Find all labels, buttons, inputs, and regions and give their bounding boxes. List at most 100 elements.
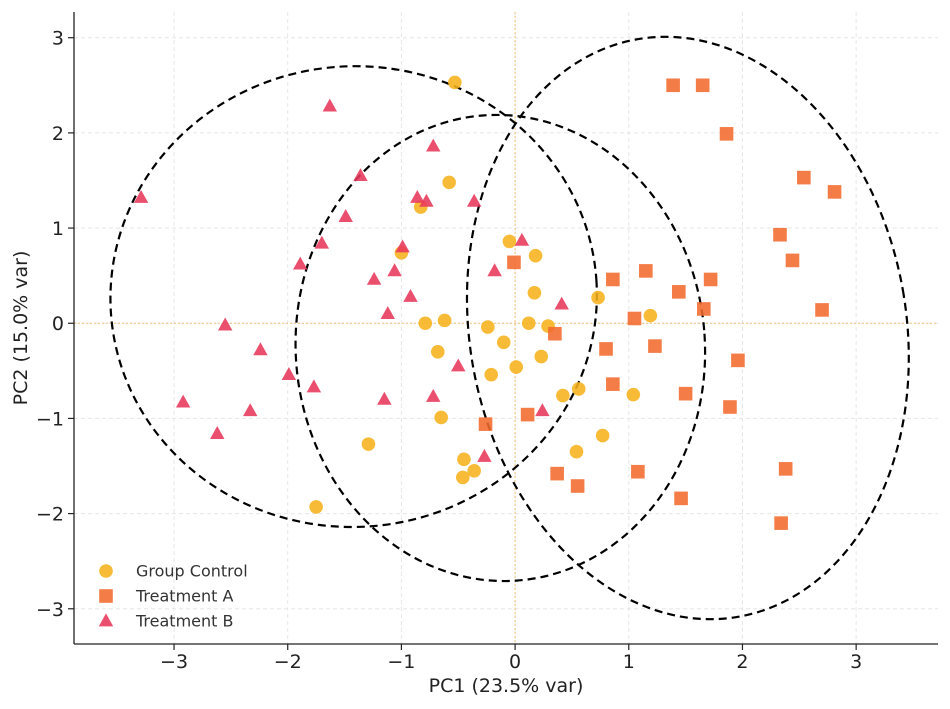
treatment-b-point (477, 448, 492, 462)
confidence-ellipse (465, 35, 910, 621)
legend-item-treatment-b: Treatment B (98, 612, 233, 631)
legend: Group Control Treatment A Treatment B (98, 562, 248, 631)
treatment-a-point (666, 78, 680, 93)
group-control-point (361, 437, 376, 451)
treatment-b-point (322, 98, 338, 112)
x-tick-label: 3 (850, 651, 862, 673)
legend-marker-treatment-a (99, 589, 113, 603)
legend-label-treatment-a: Treatment A (135, 587, 234, 606)
treatment-a-point (478, 417, 493, 431)
grid (74, 12, 938, 644)
reference-lines (74, 12, 938, 644)
treatment-b-point (253, 342, 268, 356)
treatment-b-point (133, 190, 149, 203)
legend-marker-group-control (99, 564, 113, 578)
treatment-b-point (242, 403, 258, 417)
group-control-point (521, 316, 536, 331)
y-tick-label: 2 (52, 123, 64, 145)
treatment-b-point (554, 296, 569, 310)
group-control-point (528, 248, 543, 263)
treatment-a-point (507, 255, 521, 270)
group-control-point (456, 470, 470, 485)
treatment-a-point (599, 342, 613, 356)
treatment-a-point (697, 302, 711, 316)
group-control-point (643, 308, 658, 323)
legend-label-group-control: Group Control (136, 562, 248, 581)
treatment-b-point (403, 288, 418, 302)
group-control-point (442, 175, 456, 190)
treatment-a-point (672, 285, 686, 299)
treatment-a-point (639, 264, 653, 278)
treatment-b-point (419, 193, 434, 207)
treatment-a-point (695, 78, 710, 93)
group-control-point (467, 463, 481, 478)
treatment-b-point (514, 232, 530, 246)
treatment-a-point (785, 253, 800, 268)
treatment-a-point (731, 353, 745, 368)
group-control-point (502, 234, 517, 249)
treatment-b-point (175, 394, 191, 408)
treatment-a-point (827, 185, 842, 199)
treatment-a-point (723, 400, 737, 414)
group-control-point (418, 316, 433, 331)
treatment-a-point (778, 462, 793, 476)
y-tick-label: −3 (36, 599, 64, 621)
y-axis-label: PC2 (15.0% var) (10, 251, 32, 406)
treatment-b-point (293, 256, 308, 270)
treatment-b-point (380, 306, 395, 320)
x-axis-label: PC1 (23.5% var) (429, 675, 584, 697)
axes (68, 12, 938, 650)
legend-item-treatment-a: Treatment A (99, 587, 234, 606)
treatment-a-point (606, 272, 620, 287)
x-tick-label: −2 (274, 651, 302, 673)
data-points (133, 75, 842, 530)
treatment-a-point (797, 170, 811, 185)
treatment-a-point (627, 311, 642, 326)
group-control-point (457, 452, 471, 467)
treatment-a-point (550, 466, 564, 481)
y-tick-label: 3 (52, 28, 64, 50)
treatment-b-point (466, 193, 482, 207)
treatment-a-point (648, 339, 662, 353)
group-control-point (448, 75, 462, 90)
y-tick-label: −2 (36, 504, 64, 526)
group-control-point (626, 387, 641, 402)
legend-marker-treatment-b (98, 613, 114, 627)
treatment-a-point (774, 516, 788, 530)
y-tick-label: 0 (52, 313, 64, 335)
treatment-a-point (520, 407, 535, 422)
treatment-b-point (306, 379, 322, 393)
treatment-b-point (451, 358, 466, 372)
treatment-a-point (570, 479, 585, 493)
treatment-b-point (210, 426, 225, 439)
treatment-b-point (410, 190, 425, 203)
x-tick-label: 1 (623, 651, 635, 673)
x-tick-label: 2 (736, 651, 748, 673)
group-control-point (481, 320, 495, 334)
treatment-a-point (773, 227, 787, 242)
treatment-a-point (703, 272, 718, 287)
confidence-ellipse (109, 65, 598, 529)
confidence-ellipse (294, 113, 707, 583)
treatment-b-point (535, 403, 550, 417)
treatment-a-point (548, 326, 562, 341)
group-control-point (309, 500, 323, 514)
group-control-point (496, 335, 511, 350)
confidence-ellipses (109, 35, 910, 621)
treatment-b-point (426, 138, 441, 152)
group-control-point (556, 388, 570, 403)
treatment-a-point (631, 464, 645, 479)
group-control-point (430, 344, 445, 359)
x-tick-label: 0 (509, 651, 521, 673)
group-control-point (509, 360, 524, 374)
group-control-point (571, 382, 586, 396)
treatment-a-point (815, 303, 829, 317)
treatment-b-point (353, 168, 368, 182)
legend-label-treatment-b: Treatment B (135, 612, 233, 631)
treatment-b-point (314, 235, 330, 249)
treatment-b-point (217, 317, 233, 331)
y-tick-label: 1 (52, 218, 64, 240)
treatment-a-point (719, 127, 734, 141)
treatment-a-point (674, 491, 688, 506)
